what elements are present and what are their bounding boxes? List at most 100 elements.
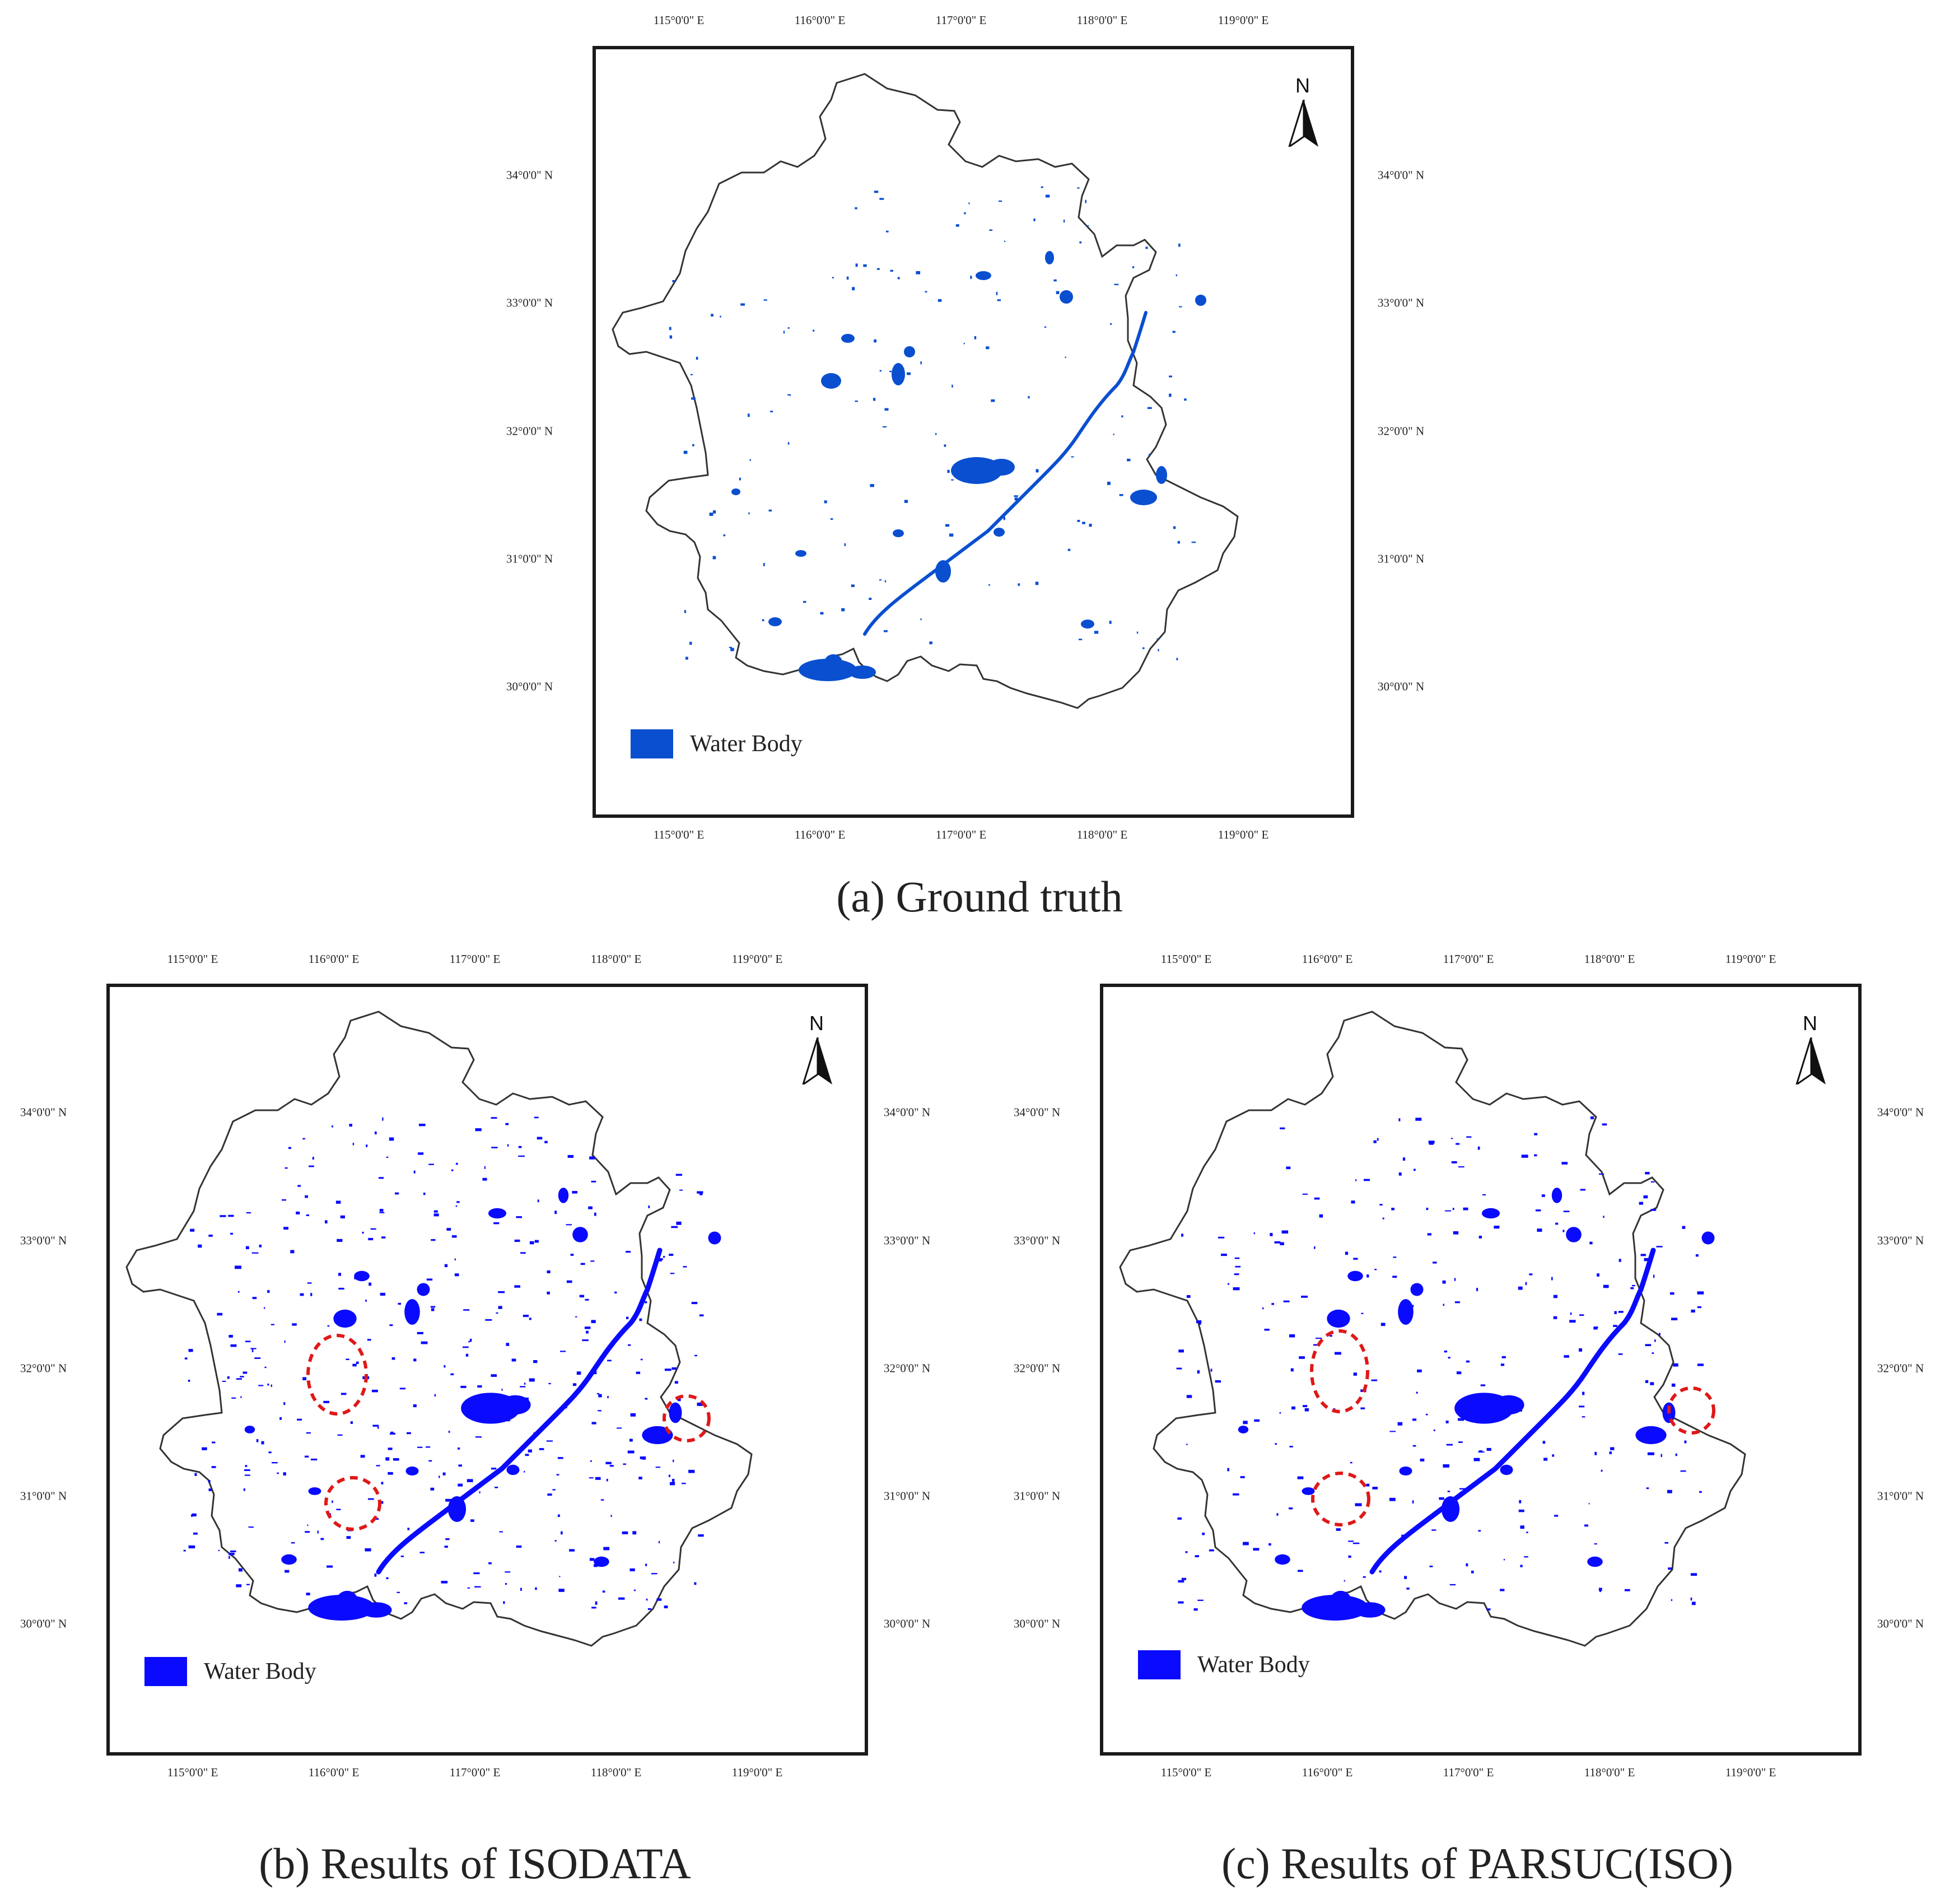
water-pixel xyxy=(1371,1379,1378,1381)
water-pixel xyxy=(1597,1273,1599,1277)
water-pixel xyxy=(335,1200,341,1204)
water-pixel xyxy=(537,1137,543,1140)
water-pixel xyxy=(1433,1261,1437,1264)
water-pixel xyxy=(518,1155,525,1157)
water-pixel xyxy=(664,1605,668,1609)
water-pixel xyxy=(407,1432,411,1435)
water-pixel xyxy=(1697,1306,1701,1309)
water-pixel xyxy=(488,1562,492,1565)
water-pixel xyxy=(1391,1208,1394,1211)
water-pixel xyxy=(1690,1573,1697,1576)
water-pixel xyxy=(951,479,954,481)
water-pixel xyxy=(1063,220,1065,223)
water-pixel xyxy=(188,1349,193,1352)
water-pixel xyxy=(283,1227,288,1230)
water-pixel xyxy=(904,500,908,503)
water-pixel xyxy=(183,1549,186,1552)
water-pixel xyxy=(1036,469,1039,473)
water-pixel xyxy=(570,1254,574,1256)
water-pixel xyxy=(1004,240,1006,242)
water-pixel xyxy=(444,1545,448,1548)
water-pixel xyxy=(306,1214,309,1216)
water-body xyxy=(1399,1466,1412,1476)
water-pixel xyxy=(473,1572,480,1575)
water-pixel xyxy=(1361,1312,1364,1314)
water-pixel xyxy=(575,1316,577,1318)
water-pixel xyxy=(1313,1344,1318,1346)
top-tick-119: 119°0'0" E xyxy=(731,952,783,966)
water-pixel xyxy=(208,1480,211,1483)
water-pixel xyxy=(188,1545,195,1549)
water-pixel xyxy=(607,1360,612,1362)
water-pixel xyxy=(874,339,877,343)
water-pixel xyxy=(417,1446,423,1448)
water-pixel xyxy=(1480,1384,1486,1386)
water-body xyxy=(669,1402,682,1423)
water-pixel xyxy=(1319,1214,1323,1218)
highlight-circle xyxy=(663,1394,711,1442)
water-pixel xyxy=(1264,1329,1270,1331)
water-pixel xyxy=(970,276,972,279)
water-pixel xyxy=(243,1488,245,1491)
water-pixel xyxy=(1094,631,1099,634)
water-body xyxy=(1551,1188,1562,1203)
water-pixel xyxy=(267,1383,269,1386)
water-pixel xyxy=(884,408,889,411)
water-pixel xyxy=(1535,1209,1541,1212)
water-pixel xyxy=(949,533,954,537)
water-pixel xyxy=(1028,396,1030,399)
water-pixel xyxy=(1149,454,1151,456)
water-pixel xyxy=(1186,1295,1191,1298)
water-pixel xyxy=(539,1448,544,1450)
water-pixel xyxy=(699,1193,703,1195)
water-pixel xyxy=(572,1191,577,1194)
water-pixel xyxy=(1042,475,1043,477)
water-pixel xyxy=(389,1137,394,1141)
water-pixel xyxy=(493,1222,500,1225)
top-tick-119: 119°0'0" E xyxy=(1725,952,1776,966)
water-pixel xyxy=(1476,1288,1478,1291)
water-body xyxy=(1587,1556,1603,1567)
water-body xyxy=(1045,251,1054,264)
water-pixel xyxy=(1647,1452,1654,1455)
water-pixel xyxy=(193,1532,198,1535)
water-pixel xyxy=(194,1473,197,1476)
north-arrow-icon xyxy=(802,1037,832,1084)
water-pixel xyxy=(1524,1556,1528,1558)
water-pixel xyxy=(1429,1143,1434,1145)
water-pixel xyxy=(593,1371,597,1375)
water-pixel xyxy=(1289,1507,1293,1510)
water-pixel xyxy=(1415,1118,1422,1121)
water-pixel xyxy=(1178,243,1181,247)
water-pixel xyxy=(630,1413,636,1417)
water-pixel xyxy=(554,1211,557,1214)
water-pixel xyxy=(916,271,921,274)
water-pixel xyxy=(591,1320,596,1323)
water-pixel xyxy=(375,1131,377,1134)
water-pixel xyxy=(376,1465,380,1467)
water-pixel xyxy=(228,1552,235,1556)
water-body xyxy=(1354,1602,1386,1618)
water-pixel xyxy=(1478,1236,1482,1239)
water-pixel xyxy=(1580,1189,1585,1191)
water-pixel xyxy=(1570,1312,1572,1315)
water-pixel xyxy=(341,1393,347,1395)
water-pixel xyxy=(246,1584,250,1585)
water-pixel xyxy=(1644,1258,1650,1261)
bottom-tick-117: 117°0'0" E xyxy=(935,828,987,841)
right-tick-32: 32°0'0" N xyxy=(884,1361,931,1375)
water-pixel xyxy=(1389,1497,1396,1501)
top-tick-117: 117°0'0" E xyxy=(935,13,987,27)
water-pixel xyxy=(1697,1363,1704,1366)
water-pixel xyxy=(503,1601,505,1604)
water-pixel xyxy=(413,1358,417,1362)
water-body xyxy=(308,1487,321,1495)
water-pixel xyxy=(352,1363,357,1367)
water-pixel xyxy=(297,1418,302,1421)
water-pixel xyxy=(638,1477,642,1479)
water-pixel xyxy=(576,1371,581,1375)
water-pixel xyxy=(855,401,858,402)
water-pixel xyxy=(1392,1275,1397,1278)
water-pixel xyxy=(879,198,884,200)
water-body xyxy=(935,560,951,583)
